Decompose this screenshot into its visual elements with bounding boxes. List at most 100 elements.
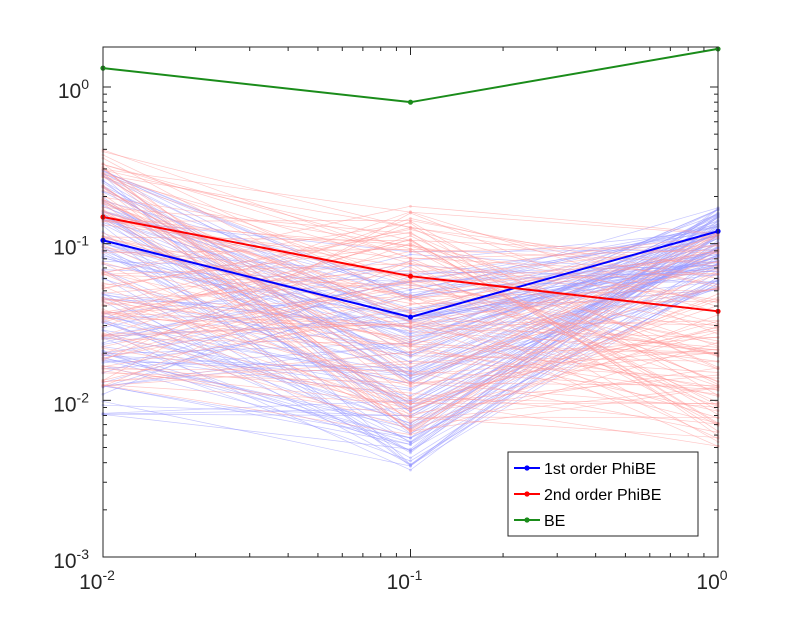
first-order-run-point <box>409 451 412 455</box>
second-order-run-point <box>409 344 412 348</box>
second-order-run <box>102 260 719 387</box>
first-order-run-point <box>409 464 412 468</box>
second-order-run-point <box>409 406 412 410</box>
second-order-run-point <box>409 249 412 253</box>
second-order-run <box>102 216 719 357</box>
second-order-run <box>102 245 719 316</box>
second-order-run-point <box>409 395 412 399</box>
first-order-run <box>102 208 719 450</box>
second-order-run-point <box>409 412 412 416</box>
y-tick-label-base: 10 <box>53 237 76 260</box>
second-order-run <box>102 244 719 376</box>
second-order-run <box>102 342 719 435</box>
second-order-run-point <box>409 335 412 339</box>
second-order-run-point <box>409 347 412 351</box>
first-order-run-point <box>409 443 412 446</box>
second-order-run <box>102 198 719 368</box>
second-order-run-point <box>409 385 412 388</box>
second-order-run-point <box>409 338 412 342</box>
first-order-run <box>102 219 719 253</box>
second-order-run-point <box>409 268 412 272</box>
first-order-run-point <box>409 389 412 392</box>
first-order-run <box>102 235 719 443</box>
x-tick-label: 100 <box>696 567 727 594</box>
y-tick-label-base: 10 <box>58 80 81 103</box>
second-order-run <box>102 295 719 407</box>
second-order-run <box>102 187 719 432</box>
second-order-run-point <box>409 354 412 358</box>
second-order-run-point <box>409 326 412 330</box>
second-order-run-point <box>409 391 412 395</box>
second-order-run <box>102 169 719 254</box>
y-tick-label-base: 10 <box>53 393 76 416</box>
second-order-run-point <box>409 296 412 300</box>
x-tick-label-base: 10 <box>696 571 719 594</box>
second-order-run <box>102 231 719 432</box>
second-order-run-point <box>409 219 412 222</box>
second-order-run-point <box>409 381 412 385</box>
second-order-run-point <box>409 221 412 225</box>
second-order-run-point <box>409 359 412 363</box>
second-order-run <box>102 239 719 424</box>
second-order-run-point <box>409 415 412 419</box>
second-order-run-point <box>409 407 412 411</box>
first-order-run <box>102 246 719 416</box>
first-order-run-point <box>409 468 412 472</box>
first-order-run-point <box>409 360 412 364</box>
first-order-run-point <box>409 263 412 267</box>
y-tick-label-exponent: 0 <box>81 76 89 92</box>
first-order-run-point <box>409 288 412 292</box>
first-order-run-point <box>409 447 412 451</box>
first-order-run-point <box>409 368 412 371</box>
first-order-run-point <box>409 270 412 274</box>
second-order-run-point <box>409 319 412 323</box>
second-order-run <box>102 173 719 386</box>
second-order-run-point <box>409 311 412 315</box>
x-tick-label: 10-1 <box>387 567 423 594</box>
legend-marker <box>524 517 530 523</box>
legend-label: 2nd order PhiBE <box>544 487 661 504</box>
second-order-run-point <box>409 350 412 354</box>
second-order-run-point <box>409 225 412 229</box>
y-tick-label: 10-2 <box>53 389 89 416</box>
second-order-run-point <box>409 210 412 214</box>
second-order-run <box>102 218 719 403</box>
legend-marker <box>524 465 530 471</box>
second-order-run-point <box>409 303 412 307</box>
second-order-run <box>102 164 719 275</box>
first-order-run-point <box>409 399 412 402</box>
second-order-run-point <box>409 286 412 289</box>
second-order-run <box>102 323 719 391</box>
second-order-run <box>102 168 719 377</box>
y-tick-label-exponent: -1 <box>77 233 90 249</box>
second-order-run <box>102 336 719 387</box>
second-order-run <box>102 249 719 355</box>
second-order-run-point <box>409 308 412 312</box>
second-order-run-point <box>409 283 412 287</box>
series-point-2-1 <box>407 99 414 105</box>
background-runs <box>101 148 720 472</box>
tick-marks <box>102 47 719 558</box>
second-order-run-point <box>409 262 412 265</box>
second-order-run <box>102 347 719 405</box>
legend-label: 1st order PhiBE <box>544 461 656 478</box>
first-order-run <box>102 263 719 459</box>
second-order-run-point <box>409 278 412 282</box>
second-order-run-point <box>409 408 412 412</box>
second-order-run <box>102 229 719 313</box>
second-order-run <box>102 360 719 383</box>
second-order-run <box>102 245 719 356</box>
second-order-run <box>102 270 719 427</box>
y-tick-label: 10-1 <box>53 233 89 260</box>
second-order-run <box>102 300 719 387</box>
second-order-run-point <box>409 402 412 406</box>
second-order-run <box>102 313 719 368</box>
second-order-run <box>102 262 719 412</box>
second-order-run <box>102 201 719 351</box>
first-order-run <box>102 223 719 379</box>
first-order-run-point <box>409 459 412 463</box>
second-order-run <box>102 244 719 325</box>
second-order-run <box>102 237 719 356</box>
second-order-run <box>102 282 719 388</box>
